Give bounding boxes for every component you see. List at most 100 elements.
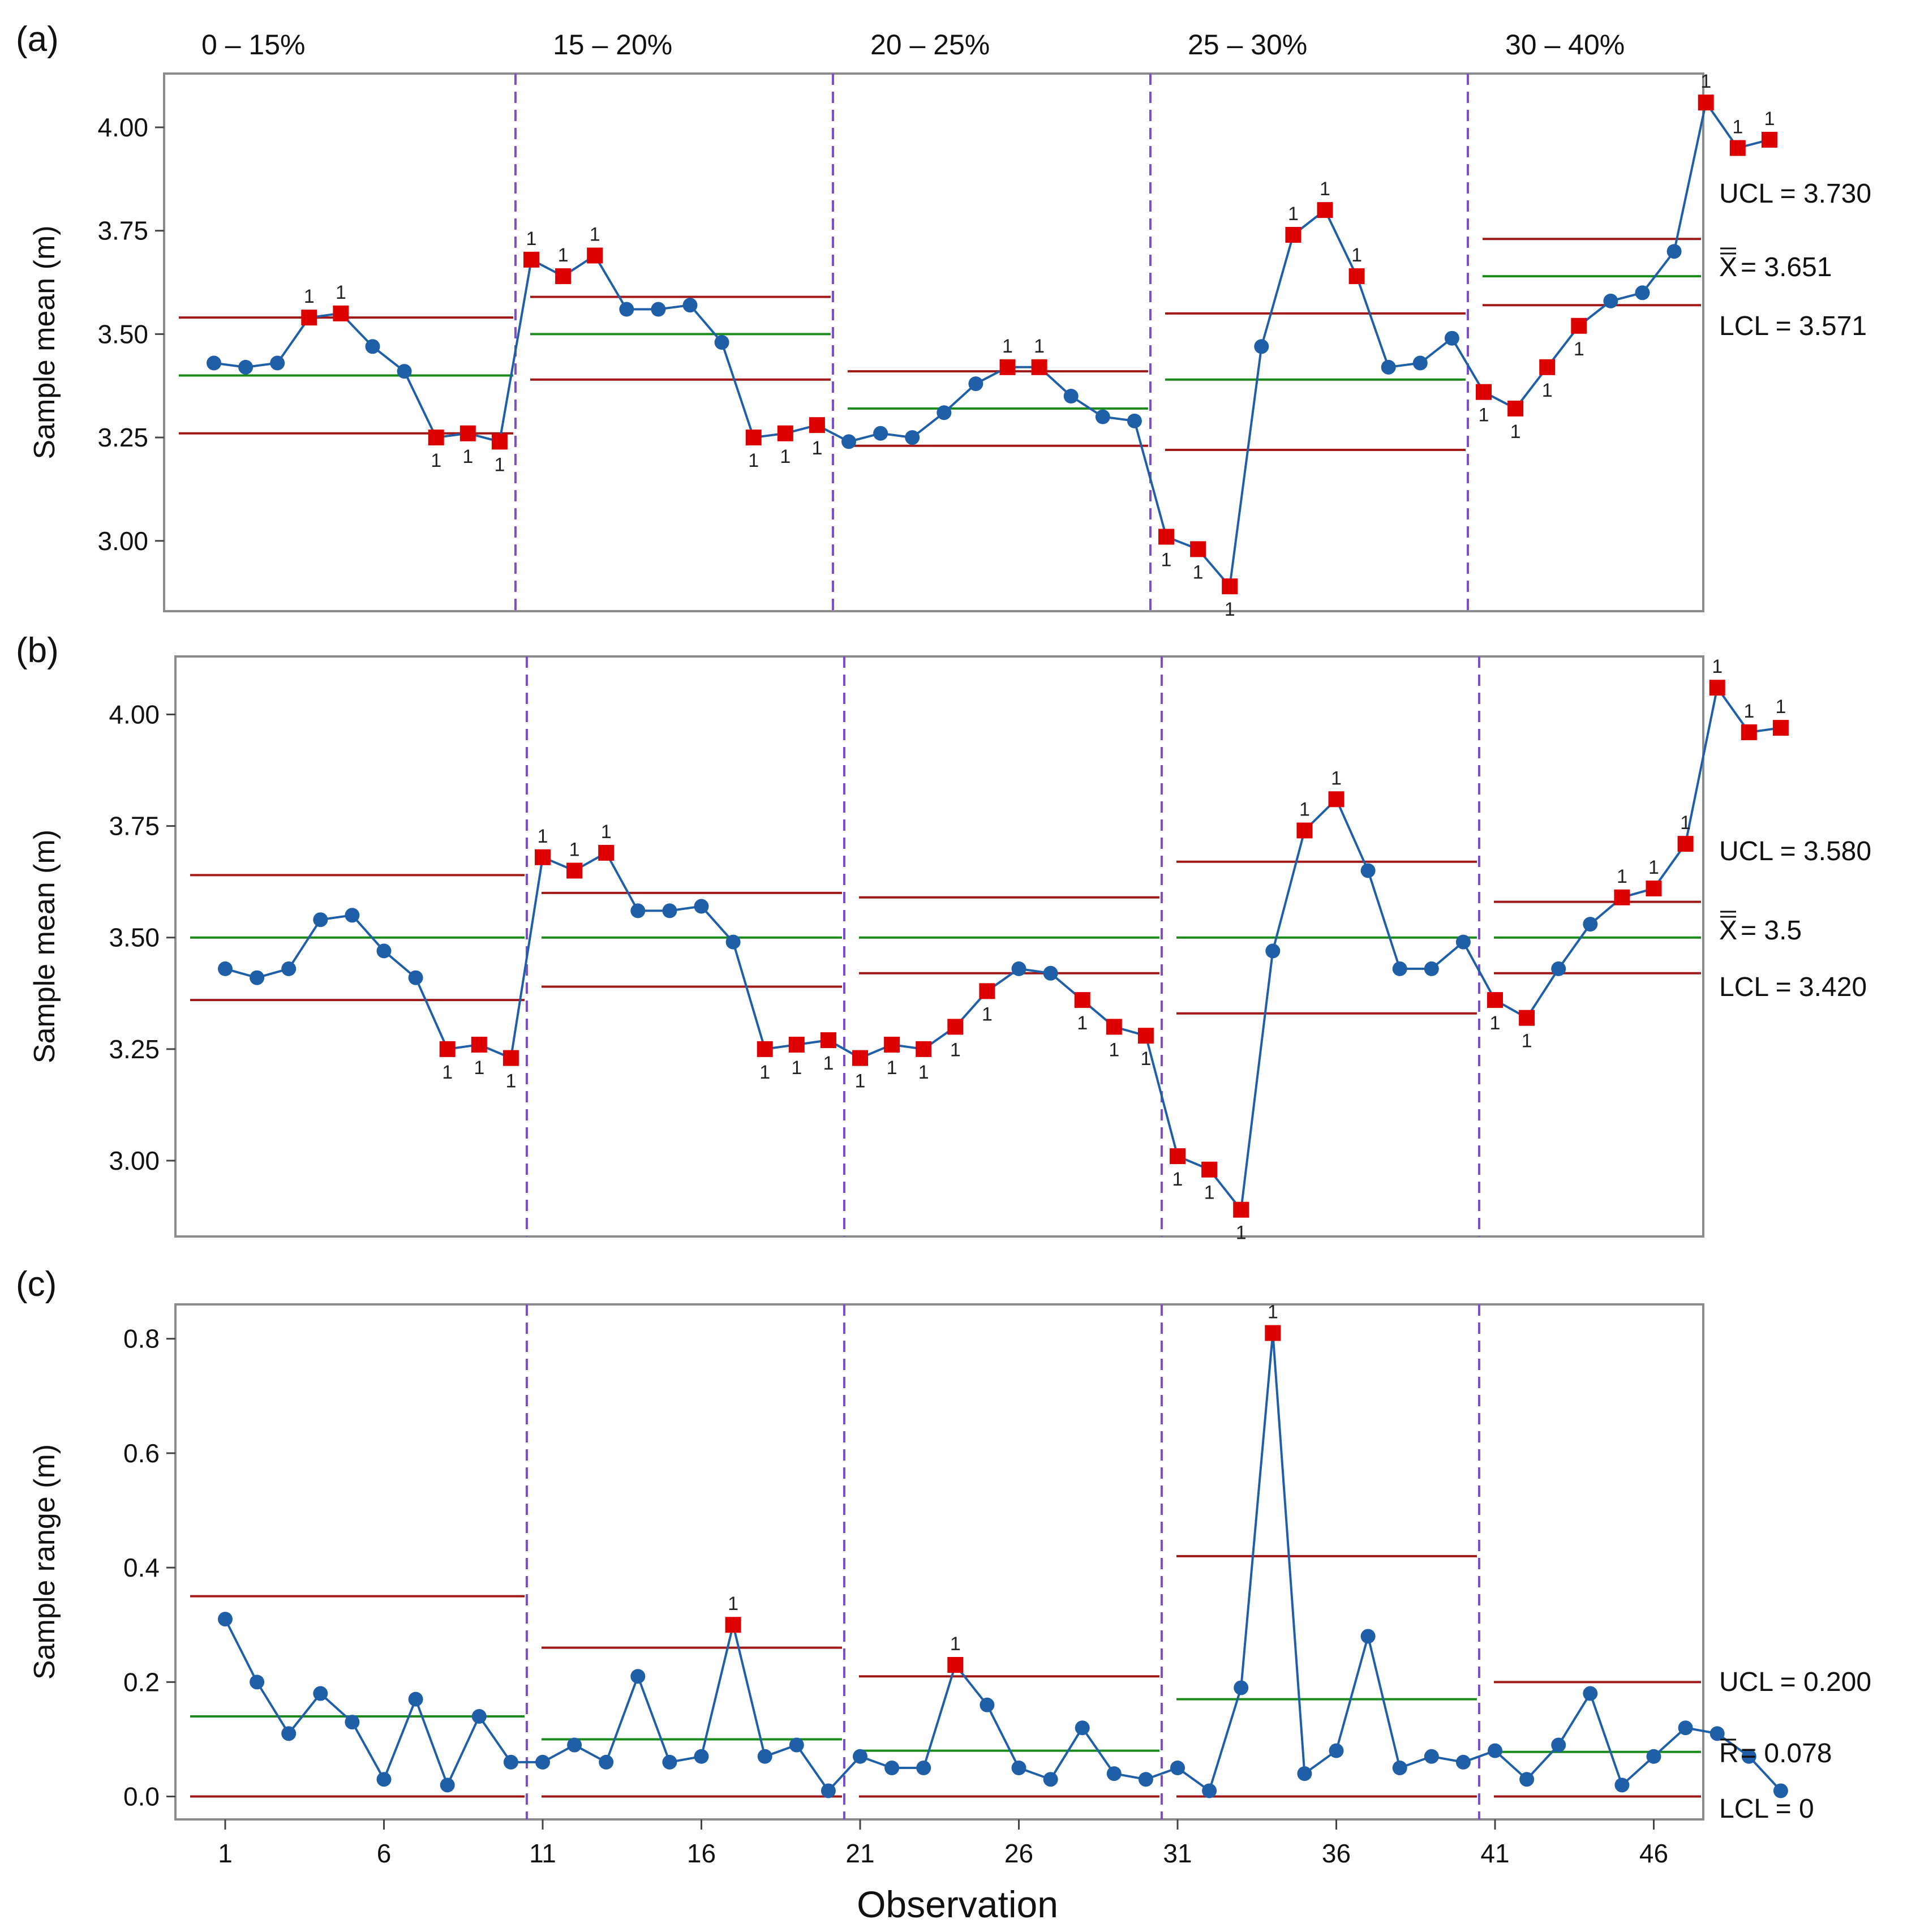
- data-point: [1381, 359, 1396, 375]
- out-of-control-point: [428, 430, 444, 446]
- out-of-control-point: [777, 425, 793, 441]
- out-of-control-point: [1031, 359, 1047, 375]
- data-point: [1455, 1754, 1471, 1770]
- test-flag-label: 1: [474, 1057, 484, 1079]
- test-flag-label: 1: [558, 244, 569, 266]
- test-flag-label: 1: [950, 1633, 961, 1655]
- out-of-control-point: [884, 1036, 900, 1053]
- data-point: [376, 943, 392, 959]
- test-flag-label: 1: [780, 446, 791, 467]
- data-point: [250, 1675, 265, 1690]
- plot-frame: [174, 1303, 1704, 1821]
- x-tick-label: 6: [377, 1839, 392, 1868]
- stage-label: 20 – 25%: [870, 29, 990, 61]
- data-point: [1519, 1772, 1535, 1787]
- data-series-line: [225, 685, 1781, 1213]
- data-point: [1551, 961, 1566, 976]
- data-point: [694, 1749, 709, 1764]
- data-point: [682, 298, 698, 313]
- stage-label: 25 – 30%: [1188, 29, 1307, 61]
- test-flag-label: 1: [304, 286, 315, 307]
- data-point: [471, 1709, 487, 1724]
- data-point: [365, 339, 380, 354]
- stage-label: 15 – 20%: [553, 29, 672, 61]
- data-point: [1646, 1749, 1661, 1764]
- data-point: [651, 302, 666, 317]
- plot-frame: [163, 72, 1704, 612]
- test-flag-label: 1: [791, 1057, 802, 1079]
- out-of-control-point: [566, 862, 583, 879]
- out-of-control-point: [757, 1041, 773, 1057]
- test-flag-label: 1: [759, 1062, 770, 1083]
- data-point: [725, 934, 741, 950]
- data-point: [1773, 1783, 1788, 1798]
- out-of-control-point: [1348, 268, 1365, 285]
- x-axis-label: Observation: [857, 1883, 1058, 1925]
- test-flag-label: 1: [1712, 656, 1723, 677]
- x-tick-label: 21: [845, 1839, 874, 1868]
- plot-frame: [174, 655, 1704, 1238]
- test-flag-label: 1: [982, 1003, 993, 1025]
- test-flag-label: 1: [950, 1039, 961, 1061]
- data-point: [1488, 1743, 1502, 1758]
- test-flag-label: 1: [1510, 421, 1521, 443]
- out-of-control-point: [439, 1041, 456, 1057]
- test-flag-label: 1: [1542, 380, 1553, 401]
- test-flag-label: 1: [1680, 812, 1691, 834]
- data-point: [503, 1754, 518, 1770]
- center-annotation: = 3.5: [1741, 916, 1802, 946]
- data-point: [408, 1691, 423, 1707]
- data-point: [313, 1686, 328, 1701]
- data-point: [1603, 293, 1618, 308]
- test-flag-label: 1: [442, 1062, 453, 1083]
- out-of-control-point: [1201, 1161, 1218, 1178]
- out-of-control-point: [1285, 227, 1302, 243]
- x-tick-label: 31: [1163, 1839, 1192, 1868]
- y-axis-label: Sample mean (m): [28, 225, 61, 459]
- out-of-control-point: [916, 1041, 932, 1057]
- ucl-annotation: UCL = 3.730: [1719, 179, 1871, 209]
- out-of-control-point: [502, 1050, 519, 1066]
- data-point: [1202, 1783, 1217, 1798]
- test-flag-label: 1: [1648, 857, 1659, 878]
- test-flag-label: 1: [505, 1071, 516, 1092]
- x-tick-label: 46: [1639, 1839, 1668, 1868]
- test-flag-label: 1: [1161, 549, 1172, 570]
- out-of-control-point: [1328, 791, 1345, 808]
- test-flag-label: 1: [1140, 1048, 1151, 1070]
- test-flag-label: 1: [1204, 1182, 1215, 1204]
- x-tick-label: 41: [1480, 1839, 1509, 1868]
- x-tick-label: 26: [1004, 1839, 1033, 1868]
- test-flag-label: 1: [1331, 767, 1342, 789]
- test-flag-label: 1: [1002, 336, 1013, 357]
- y-tick-label: 4.00: [97, 113, 148, 142]
- x-tick-label: 11: [529, 1839, 556, 1868]
- out-of-control-point: [555, 268, 572, 285]
- out-of-control-point: [1233, 1201, 1249, 1218]
- data-point: [1392, 1761, 1407, 1775]
- data-series-line: [213, 100, 1770, 589]
- data-point: [270, 355, 285, 371]
- data-point: [968, 376, 983, 392]
- y-tick-label: 3.25: [97, 423, 148, 452]
- panels: (a) 3.00 3.25 3.50 3.75 4.00 Sample mean (m) 0 …: [16, 20, 1871, 1868]
- data-point: [1360, 1629, 1376, 1644]
- test-flag-label: 1: [1732, 117, 1743, 138]
- data-point: [599, 1754, 614, 1770]
- test-flag-label: 1: [748, 450, 759, 471]
- test-flag-label: 1: [918, 1062, 929, 1083]
- data-point: [757, 1749, 772, 1764]
- y-tick-label: 0.0: [123, 1782, 160, 1811]
- y-tick-label: 4.00: [109, 700, 160, 729]
- test-flag-label: 1: [1299, 799, 1310, 821]
- test-flag-label: 1: [728, 1593, 738, 1615]
- data-point: [1011, 1761, 1026, 1775]
- data-point: [397, 364, 412, 379]
- data-point: [873, 426, 888, 441]
- data-point: [535, 1754, 550, 1770]
- out-of-control-point: [1646, 881, 1662, 896]
- y-tick-label: 3.00: [109, 1146, 160, 1175]
- out-of-control-point: [1772, 720, 1789, 736]
- out-of-control-point: [809, 417, 825, 433]
- data-point: [313, 912, 328, 928]
